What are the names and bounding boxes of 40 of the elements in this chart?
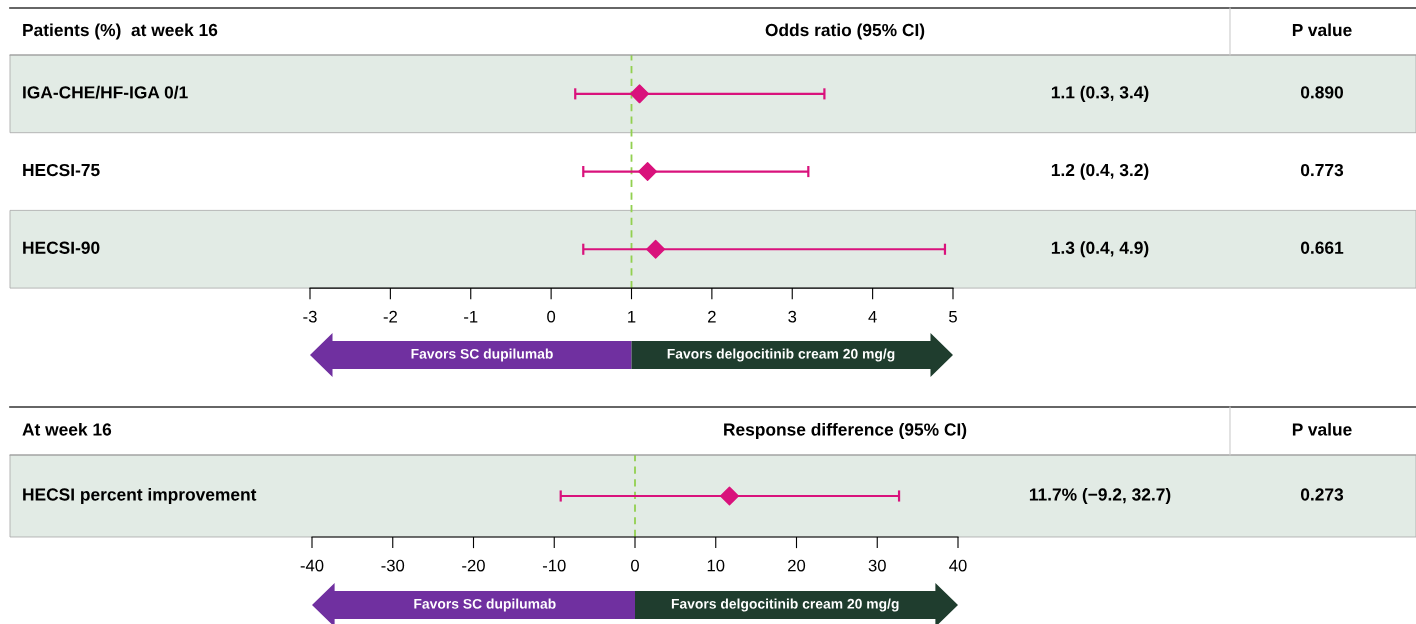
text: 0.273: [1300, 488, 1344, 501]
x-tick-label: -10: [542, 559, 566, 572]
y-tick-label: IGA-CHE/HF-IGA 0/1: [23, 85, 188, 99]
chart-title: Response difference (95% CI): [724, 422, 967, 440]
x-tick-label: 1: [628, 310, 636, 323]
text: 11.7% (−9.2, 32.7): [1029, 487, 1171, 505]
data-label: 1.2 (0.4, 3.2): [1051, 163, 1149, 180]
x-tick-label: -40: [300, 559, 324, 572]
x-tick-label: 30: [868, 559, 886, 572]
data-label: 1.1 (0.3, 3.4): [1051, 85, 1149, 102]
x-tick-label: 40: [949, 559, 967, 572]
y-axis-title: At week 16: [22, 422, 112, 436]
text: Favors SC dupilumab: [411, 348, 553, 362]
x-tick-label: -1: [464, 310, 478, 323]
text: 0.890: [1300, 86, 1344, 99]
x-tick-label: 10: [707, 559, 725, 572]
text: P value: [1292, 23, 1352, 37]
x-tick-label: 0: [631, 559, 639, 572]
text: Favors delgocitinib cream 20 mg/g: [671, 598, 899, 612]
text: P value: [1292, 422, 1352, 436]
x-tick-label: 4: [868, 310, 877, 323]
x-tick-label: 0: [547, 310, 556, 323]
chart-title: Odds ratio (95% CI): [765, 23, 925, 40]
x-tick-label: 20: [788, 559, 806, 572]
data-label: 1.3 (0.4, 4.9): [1051, 241, 1149, 258]
x-tick-label: -30: [381, 559, 405, 572]
y-tick-label: HECSI-75: [23, 163, 100, 177]
text: 0.773: [1300, 163, 1344, 177]
x-tick-label: -20: [462, 559, 485, 572]
text: Favors delgocitinib cream 20 mg/g: [667, 348, 895, 362]
x-tick-label: 5: [949, 310, 957, 323]
x-tick-label: 3: [788, 310, 797, 323]
x-tick-label: -3: [303, 310, 317, 323]
x-tick-label: 2: [708, 310, 716, 323]
text: 0.661: [1300, 241, 1344, 254]
y-axis-title: Patients (%) at week 16: [23, 23, 218, 40]
y-tick-label: HECSI percent improvement: [23, 487, 257, 505]
text: Favors SC dupilumab: [414, 598, 556, 612]
y-tick-label: HECSI-90: [23, 241, 100, 254]
x-tick-label: -2: [383, 310, 397, 323]
